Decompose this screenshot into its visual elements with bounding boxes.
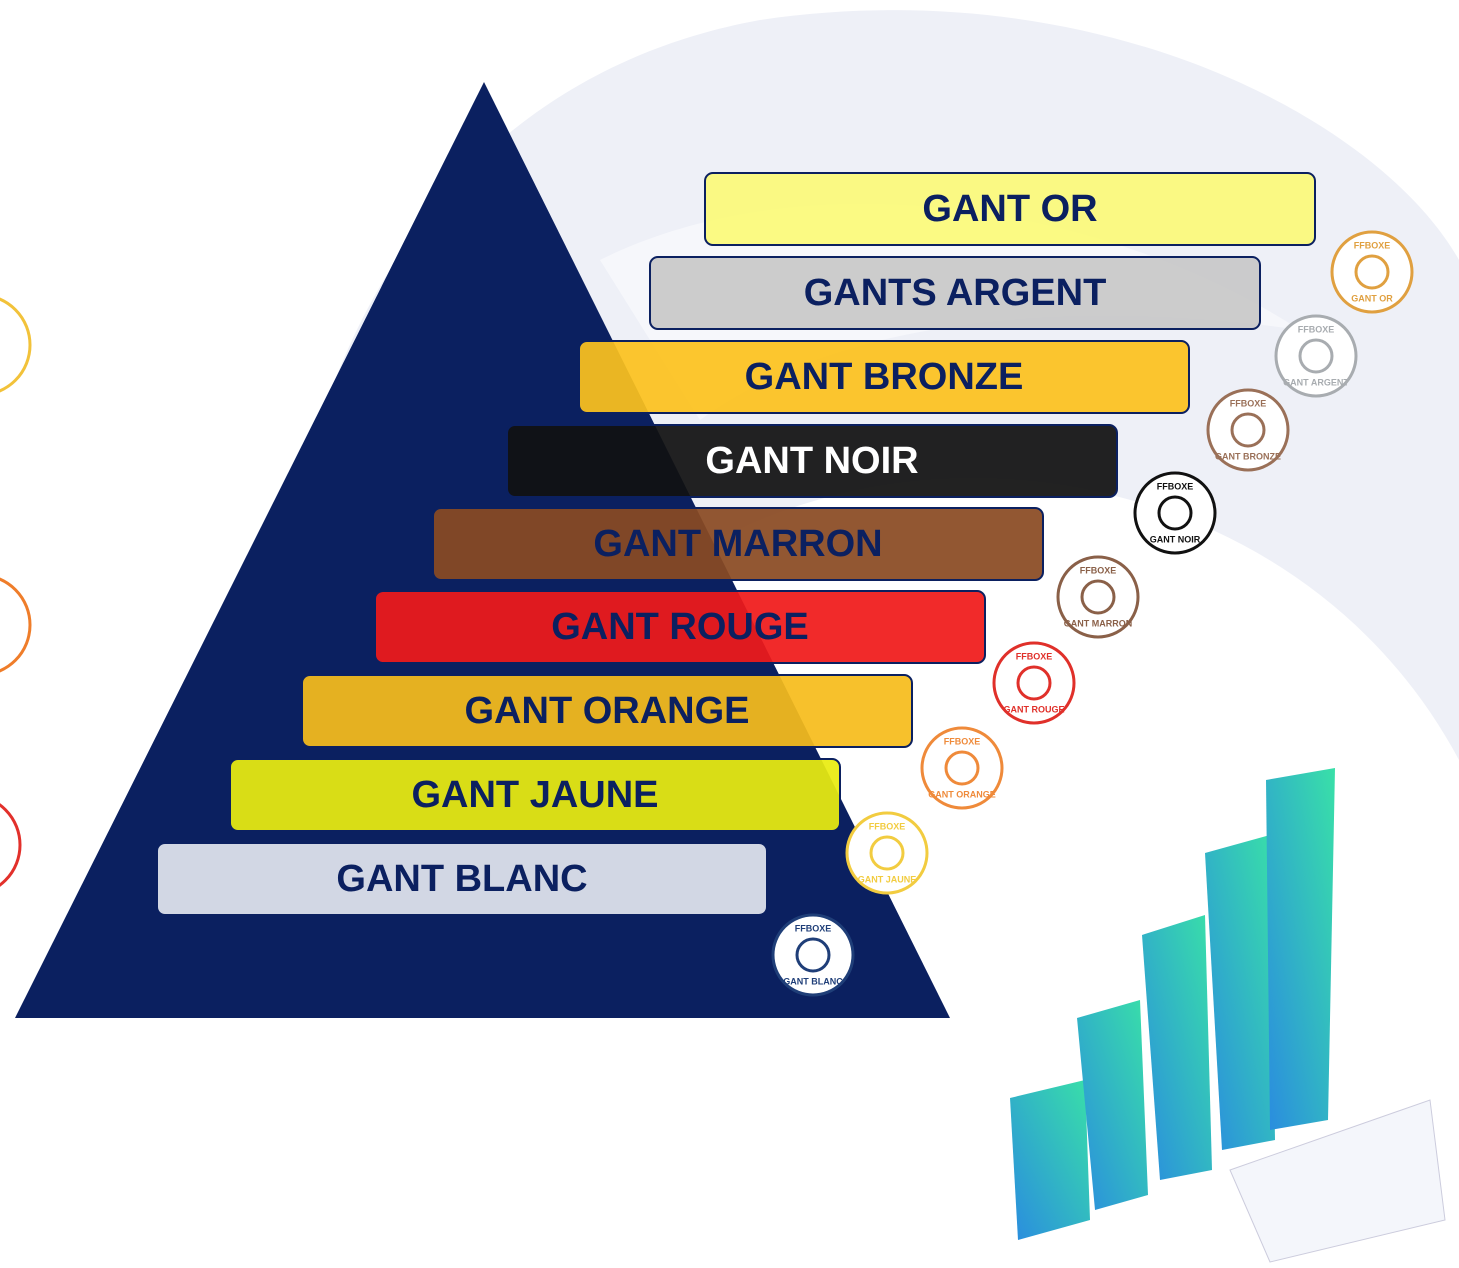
badge-label: GANT ORANGE: [928, 789, 996, 799]
badge-brand: FFBOXE: [1298, 324, 1335, 334]
badge-brand: FFBOXE: [795, 923, 832, 933]
badge-label: GANT MARRON: [1064, 618, 1133, 628]
badge-brand: FFBOXE: [1157, 481, 1194, 491]
badge-label: GANT NOIR: [1150, 534, 1201, 544]
level: GANT ROUGE: [375, 591, 985, 663]
level: GANT BRONZE: [579, 341, 1189, 413]
level: GANTS ARGENT: [650, 257, 1260, 329]
badge: FFBOXE GANT ROUGE: [994, 643, 1074, 723]
badge-brand: FFBOXE: [869, 821, 906, 831]
level-label: GANT ROUGE: [551, 606, 809, 648]
level: GANT OR: [705, 173, 1315, 245]
badge-brand: FFBOXE: [1354, 240, 1391, 250]
level-label: GANT BLANC: [336, 858, 587, 900]
level: GANT NOIR: [507, 425, 1117, 497]
badge: FFBOXE GANT NOIR: [1135, 473, 1215, 553]
level-label: GANT OR: [922, 188, 1097, 230]
badge: FFBOXE GANT BLANC: [773, 915, 853, 995]
level-label: GANTS ARGENT: [804, 272, 1107, 314]
bar-chart-illustration: [1010, 768, 1445, 1262]
badge-label: GANT BLANC: [783, 976, 843, 986]
level: GANT ORANGE: [302, 675, 912, 747]
level: GANT BLANC: [157, 843, 767, 915]
badge: FFBOXE GANT ORANGE: [922, 728, 1002, 808]
diagram: GANT OR GANTS ARGENT GANT BRONZE GANT NOIR G…: [0, 0, 1459, 1268]
badge-label: GANT OR: [1351, 293, 1393, 303]
badge-brand: FFBOXE: [1016, 651, 1053, 661]
badge-label: GANT ROUGE: [1003, 704, 1064, 714]
level-label: GANT BRONZE: [745, 356, 1024, 398]
badge-brand: FFBOXE: [1080, 565, 1117, 575]
level: GANT JAUNE: [230, 759, 840, 831]
badge: FFBOXE GANT ARGENT: [1276, 316, 1356, 396]
level-label: GANT JAUNE: [411, 774, 658, 816]
level-label: GANT NOIR: [705, 440, 918, 482]
badge: FFBOXE GANT OR: [1332, 232, 1412, 312]
badge-brand: FFBOXE: [1230, 398, 1267, 408]
badge: FFBOXE GANT JAUNE: [847, 813, 927, 893]
level-label: GANT MARRON: [593, 523, 882, 565]
level: GANT MARRON: [433, 508, 1043, 580]
page: GANT OR GANTS ARGENT GANT BRONZE GANT NOIR G…: [0, 0, 1459, 1268]
badge-label: GANT BRONZE: [1215, 451, 1281, 461]
badge: FFBOXE GANT BRONZE: [1208, 390, 1288, 470]
badge-brand: FFBOXE: [944, 736, 981, 746]
badge-label: GANT ARGENT: [1283, 377, 1349, 387]
badge-label: GANT JAUNE: [858, 874, 917, 884]
badge: FFBOXE GANT MARRON: [1058, 557, 1138, 637]
level-label: GANT ORANGE: [465, 690, 750, 732]
